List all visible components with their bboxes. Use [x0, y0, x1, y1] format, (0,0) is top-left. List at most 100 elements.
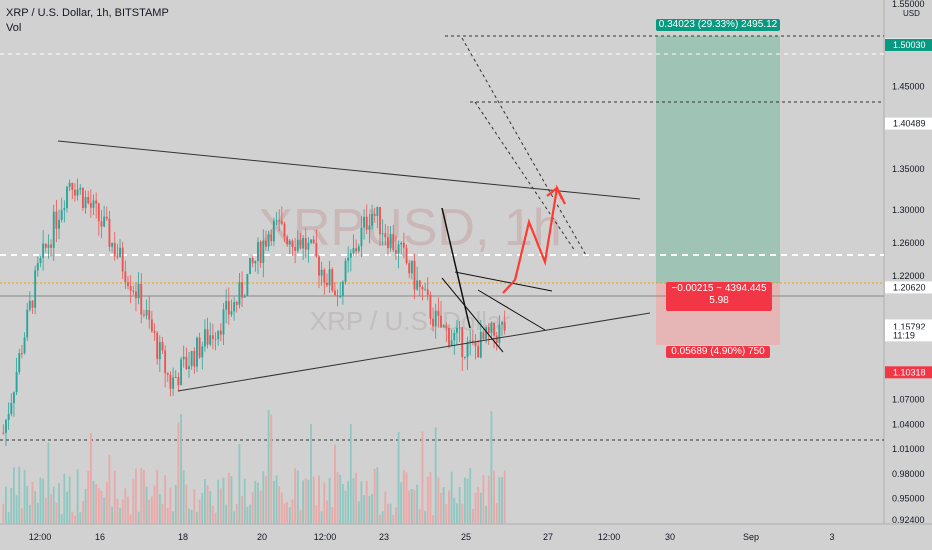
- wedge-line-lower[interactable]: [441, 277, 504, 353]
- price-tick-label: 1.04000: [892, 419, 925, 429]
- volume-bar: [315, 505, 318, 524]
- volume-bar: [214, 512, 217, 524]
- volume-bar: [60, 514, 63, 524]
- candlesticks: [2, 178, 506, 446]
- volume-bar: [278, 486, 281, 524]
- candle-body: [265, 240, 267, 247]
- price-tick-label: 1.01000: [892, 444, 925, 454]
- candle-body: [251, 258, 254, 264]
- candle-body: [87, 196, 90, 203]
- candle-body: [217, 330, 220, 340]
- volume-bar: [429, 471, 432, 524]
- candle-body: [365, 216, 368, 230]
- volume-bar: [501, 477, 503, 524]
- candle-body: [23, 337, 26, 354]
- volume-label[interactable]: Vol: [6, 22, 22, 34]
- candle-body: [341, 281, 344, 297]
- volume-bar: [442, 487, 445, 524]
- volume-bar: [397, 432, 400, 524]
- volume-bar: [188, 508, 190, 524]
- volume-bar: [81, 500, 84, 524]
- volume-bar: [190, 509, 193, 524]
- volume-bar: [5, 486, 7, 524]
- candle-body: [315, 243, 318, 257]
- volume-bar: [389, 503, 392, 524]
- symbol-title[interactable]: XRP / U.S. Dollar, 1h, BITSTAMP: [6, 7, 169, 19]
- volume-bar: [44, 498, 47, 524]
- time-axis[interactable]: 12:00 16 18 20 12:00 23 25 27 12:00 30 Sep 3: [29, 532, 835, 542]
- volume-bar: [363, 495, 366, 524]
- candle-body: [495, 335, 498, 343]
- volume-bar: [267, 409, 270, 524]
- price-tick-label: 0.98000: [892, 469, 925, 479]
- volume-bar: [68, 476, 71, 524]
- price-axis[interactable]: 1.55000 1.45000 1.35000 1.30000 1.26000 1.220…: [885, 0, 932, 525]
- candle-body: [490, 322, 493, 333]
- candle-body: [296, 239, 299, 251]
- wedge-line-left[interactable]: [441, 207, 471, 329]
- candle-body: [389, 234, 392, 249]
- candle-body: [7, 413, 10, 421]
- volume-bar: [434, 427, 437, 524]
- volume-bar: [121, 499, 124, 524]
- volume-bar: [249, 504, 251, 524]
- lower-trendline[interactable]: [177, 312, 651, 392]
- entry-label[interactable]: −0.00215 ~ 4394.445 5.98: [666, 282, 772, 311]
- candle-body: [63, 208, 66, 211]
- candle-body: [113, 242, 116, 257]
- volume-bar: [180, 413, 182, 524]
- candle-body: [477, 346, 480, 358]
- volume-bar: [150, 496, 153, 524]
- candle-body: [71, 182, 74, 190]
- volume-bar: [323, 482, 326, 524]
- candle-body: [10, 402, 13, 414]
- volume-bar: [368, 495, 371, 524]
- wedge-line-middle[interactable]: [477, 289, 546, 331]
- candle-body: [97, 203, 100, 222]
- volume-bar: [477, 486, 480, 524]
- volume-bar: [28, 504, 31, 524]
- candle-body: [371, 213, 373, 226]
- volume-bar: [227, 472, 230, 524]
- volume-bar: [246, 506, 249, 524]
- volume-bar: [333, 444, 336, 524]
- candle-body: [421, 286, 424, 290]
- volume-bar: [66, 491, 68, 524]
- price-tick-label: 1.35000: [892, 164, 925, 174]
- volume-bar: [418, 509, 421, 524]
- wedge-line-upper[interactable]: [454, 271, 553, 292]
- time-tick-label: 3: [829, 532, 834, 542]
- candle-body: [455, 327, 458, 333]
- time-tick-label: 12:00: [29, 532, 52, 542]
- candle-body: [66, 186, 68, 209]
- volume-bar: [105, 482, 108, 524]
- volume-bar: [63, 473, 66, 524]
- volume-bar: [161, 503, 164, 524]
- stop-label[interactable]: 0.05689 (4.90%) 750: [666, 346, 770, 358]
- volume-bar: [360, 481, 363, 524]
- volume-bar: [424, 510, 427, 524]
- entry-label-line1: −0.00215 ~ 4394.445: [671, 283, 767, 294]
- candle-body: [92, 200, 95, 208]
- candle-body: [26, 309, 29, 338]
- target-label[interactable]: 0.34023 (29.33%) 2495.12: [656, 19, 780, 31]
- volume-bar: [402, 470, 405, 524]
- channel-line-outer[interactable]: [461, 37, 588, 258]
- upper-trendline[interactable]: [57, 140, 641, 200]
- candle-body: [132, 290, 135, 292]
- candle-body: [352, 248, 355, 254]
- price-badge: [885, 117, 932, 130]
- volume-bar: [458, 486, 461, 524]
- candle-body: [28, 300, 31, 310]
- profit-zone[interactable]: [656, 36, 780, 283]
- candle-body: [479, 331, 482, 358]
- price-badge: [885, 329, 932, 342]
- candle-body: [349, 253, 352, 258]
- candle-body: [182, 356, 185, 360]
- candle-body: [47, 244, 50, 248]
- volume-bar: [482, 474, 485, 524]
- candle-body: [76, 189, 79, 196]
- volume-bar: [336, 472, 339, 524]
